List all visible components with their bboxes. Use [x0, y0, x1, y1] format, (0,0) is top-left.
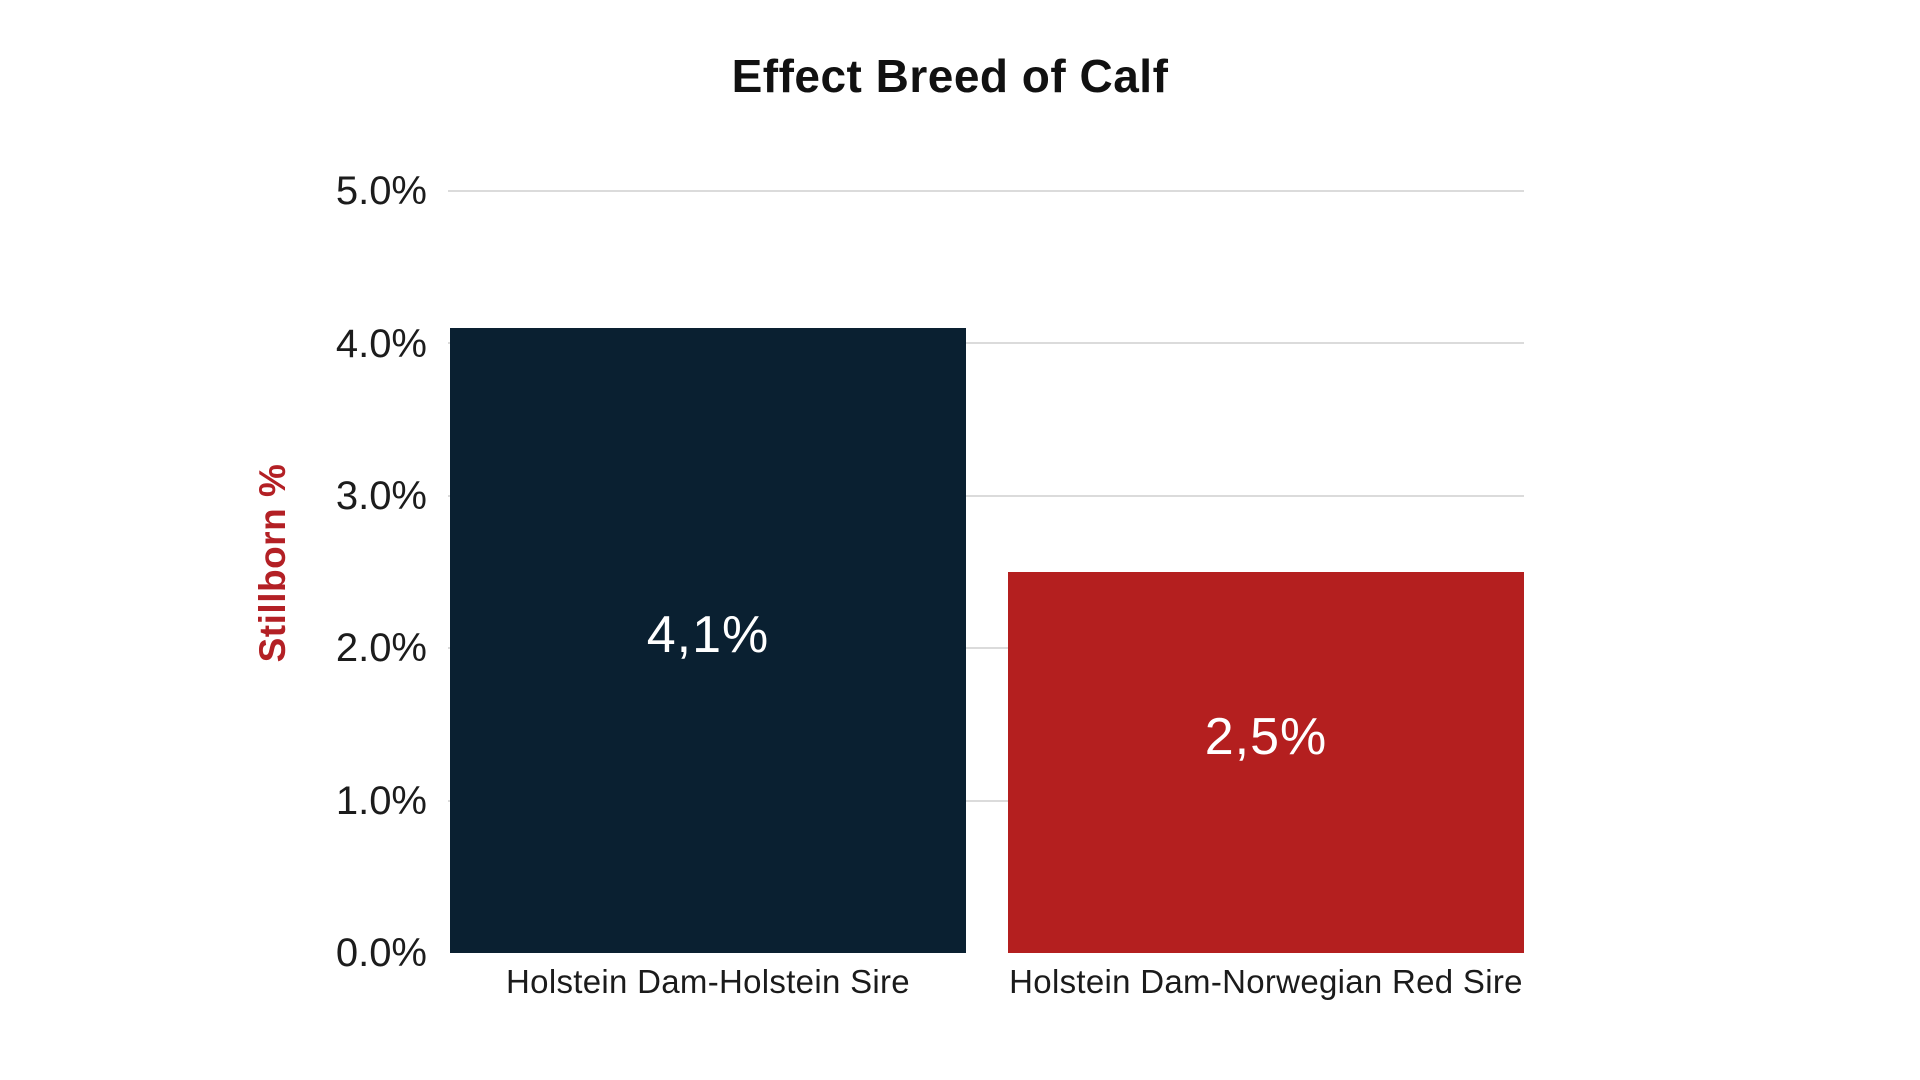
x-category-label-holstein-sire: Holstein Dam-Holstein Sire [506, 963, 910, 1000]
gridline-3pct [448, 495, 1524, 497]
plot-area: 4,1% 2,5% [448, 190, 1524, 953]
gridline-2pct [448, 647, 1524, 649]
bar-value-label: 4,1% [646, 606, 770, 664]
y-tick-label-0: 0.0% [335, 931, 427, 975]
y-axis-title: Stillborn % [252, 463, 293, 663]
y-tick-label-2: 2.0% [335, 626, 427, 670]
gridline-5pct [448, 190, 1524, 192]
x-category-label-norwegian-red-sire: Holstein Dam-Norwegian Red Sire [1009, 963, 1523, 1000]
y-tick-label-5: 5.0% [335, 169, 427, 213]
bar-value-label: 2,5% [1204, 708, 1328, 766]
bar-holstein-dam-holstein-sire: 4,1% [450, 328, 966, 953]
gridline-4pct [448, 342, 1524, 344]
bar-holstein-dam-norwegian-red-sire: 2,5% [1008, 572, 1524, 953]
gridline-1pct [448, 800, 1524, 802]
chart-title: Effect Breed of Calf [731, 50, 1169, 102]
y-tick-label-1: 1.0% [335, 779, 427, 823]
y-tick-label-4: 4.0% [335, 322, 427, 366]
y-tick-label-3: 3.0% [335, 474, 427, 518]
